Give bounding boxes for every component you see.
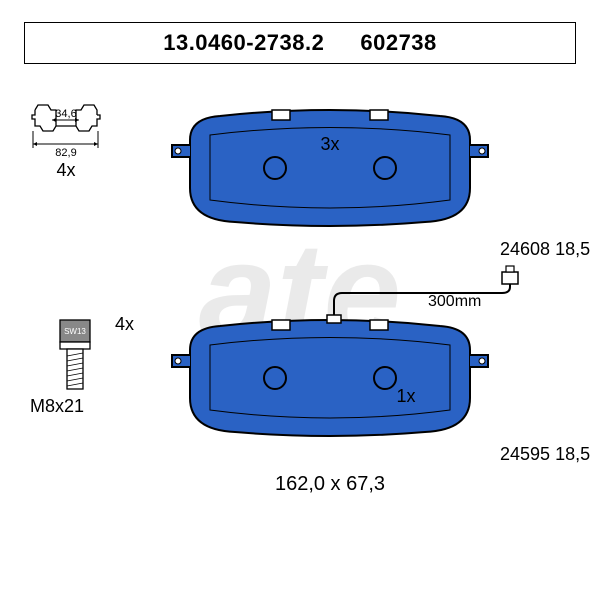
diagram-svg: ate 34,6 82,9 4x — [0, 0, 600, 600]
brake-pad-top: 3x — [172, 110, 488, 226]
bolt-spec: M8x21 — [30, 396, 84, 416]
clip-component: 34,6 82,9 4x — [32, 105, 100, 180]
main-dimension: 162,0 x 67,3 — [275, 473, 385, 495]
bolt-component: SW13 4x M8x21 — [30, 314, 134, 416]
bolt-socket: SW13 — [64, 327, 86, 336]
diagram-root: 13.0460-2738.2 602738 ate 34,6 82,9 4x — [0, 0, 600, 600]
wire-length: 300mm — [428, 293, 481, 310]
clip-qty: 4x — [56, 160, 75, 180]
pad-top-code: 24608 18,5 — [500, 239, 590, 259]
pad-bottom-qty: 1x — [396, 386, 415, 406]
clip-inner-dim: 34,6 — [55, 108, 76, 120]
bolt-qty: 4x — [115, 314, 134, 334]
pad-bottom-code: 24595 18,5 — [500, 444, 590, 464]
clip-outer-dim: 82,9 — [55, 147, 76, 159]
pad-top-qty: 3x — [320, 134, 339, 154]
